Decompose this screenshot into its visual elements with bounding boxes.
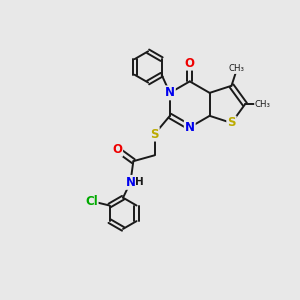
- Text: N: N: [185, 121, 195, 134]
- Text: Cl: Cl: [85, 195, 98, 208]
- Text: S: S: [227, 116, 236, 129]
- Text: N: N: [165, 86, 175, 99]
- Text: CH₃: CH₃: [255, 100, 271, 109]
- Text: CH₃: CH₃: [229, 64, 245, 74]
- Text: S: S: [150, 128, 159, 141]
- Text: O: O: [185, 57, 195, 70]
- Text: N: N: [125, 176, 135, 189]
- Text: H: H: [136, 177, 144, 188]
- Text: O: O: [112, 143, 122, 156]
